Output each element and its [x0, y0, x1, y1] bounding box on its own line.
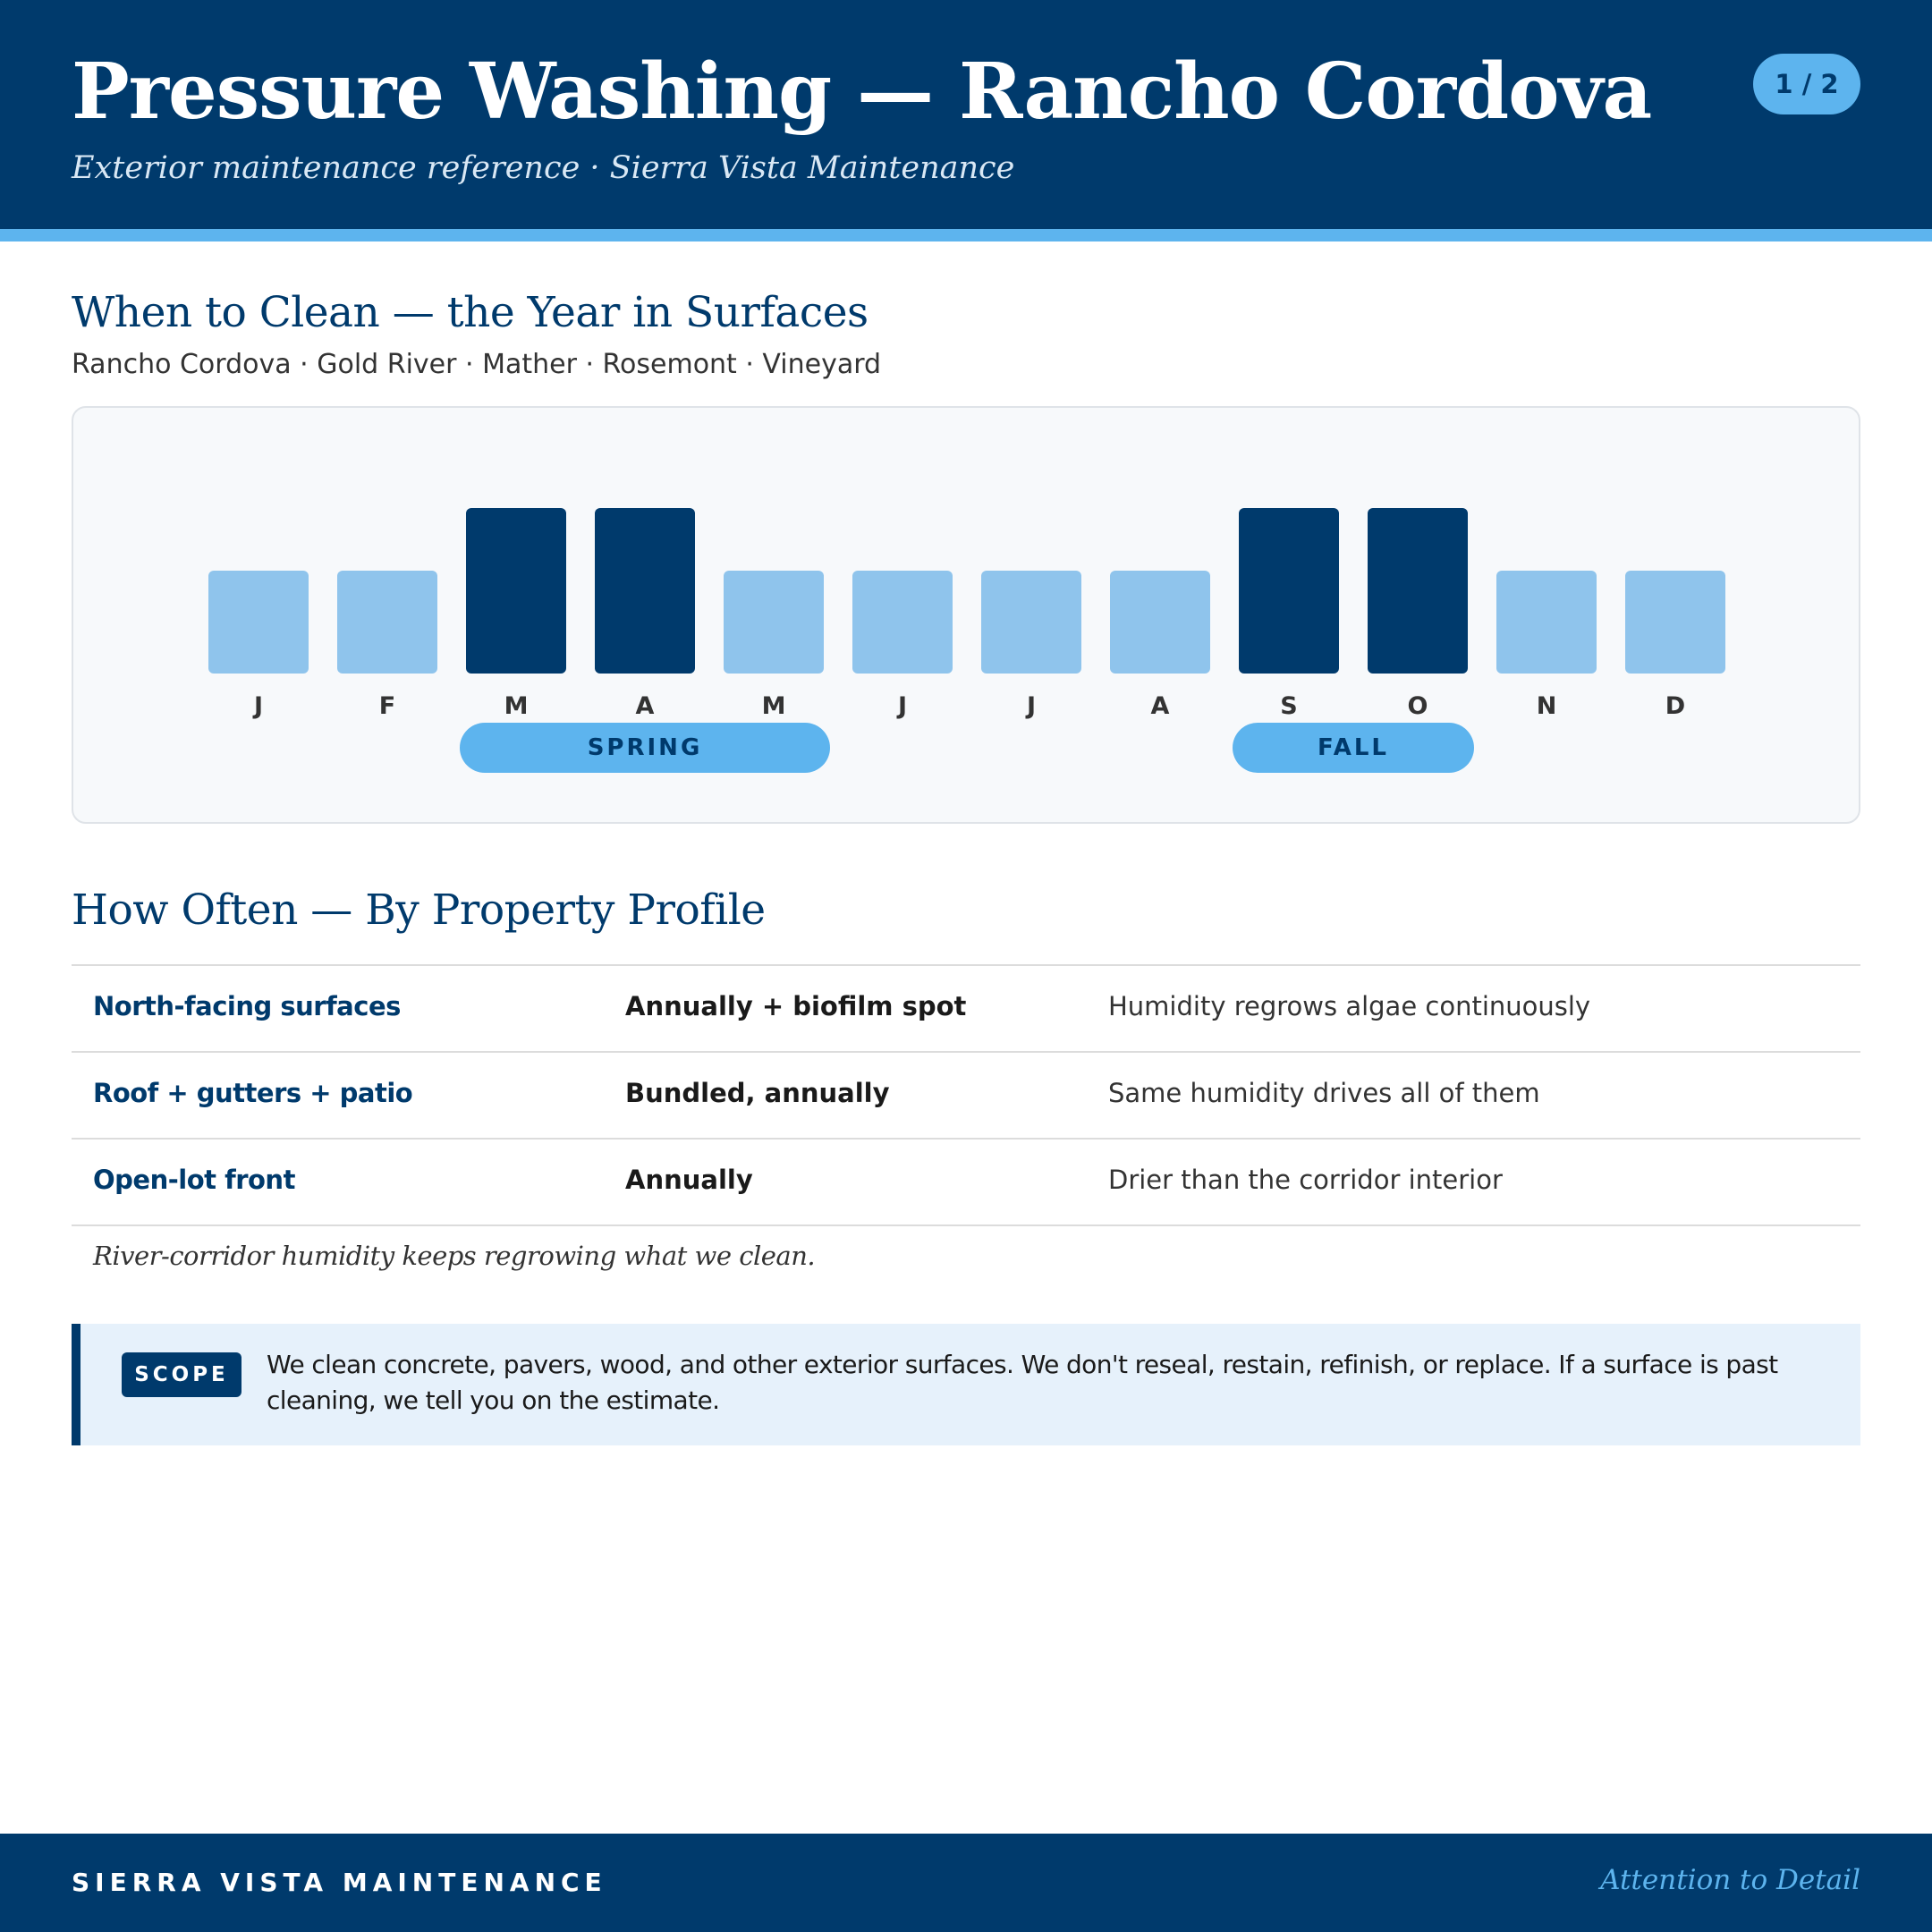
chart-bar	[1239, 508, 1339, 674]
season-label-spring: SPRING	[460, 723, 830, 773]
frequency-table: North-facing surfaces Annually + biofilm…	[72, 964, 1860, 1226]
footer-brand: SIERRA VISTA MAINTENANCE	[72, 1868, 607, 1897]
chart-bar	[466, 508, 566, 674]
frequency-cell: Bundled, annually	[625, 1078, 890, 1108]
frequency-cell: Annually + biofilm spot	[625, 991, 967, 1021]
month-label: J	[1026, 692, 1037, 720]
chart-bar	[724, 571, 824, 674]
table-row: North-facing surfaces Annually + biofilm…	[72, 966, 1860, 1053]
frequency-section-heading: How Often — By Property Profile	[72, 886, 766, 935]
month-label: J	[253, 692, 264, 720]
season-label-fall: FALL	[1233, 723, 1474, 773]
profile-cell: North-facing surfaces	[93, 991, 401, 1021]
month-label: N	[1536, 692, 1557, 720]
humidity-note: River-corridor humidity keeps regrowing …	[93, 1241, 816, 1271]
reason-cell: Same humidity drives all of them	[1108, 1078, 1540, 1108]
scope-tag: SCOPE	[122, 1352, 242, 1397]
page-title: Pressure Washing — Rancho Cordova	[72, 47, 1652, 137]
chart-bar	[852, 571, 953, 674]
month-label: F	[378, 692, 396, 720]
scope-text: We clean concrete, pavers, wood, and oth…	[267, 1350, 1778, 1415]
month-label: J	[897, 692, 908, 720]
page-indicator-badge: 1 / 2	[1753, 54, 1860, 114]
page-subtitle: Exterior maintenance reference · Sierra …	[72, 150, 1015, 186]
chart-bar	[981, 571, 1081, 674]
month-label: D	[1665, 692, 1686, 720]
chart-bar	[1625, 571, 1725, 674]
service-area-list: Rancho Cordova · Gold River · Mather · R…	[72, 349, 882, 380]
month-label: O	[1407, 692, 1428, 720]
month-label: M	[504, 692, 529, 720]
chart-bar	[208, 571, 309, 674]
reason-cell: Drier than the corridor interior	[1108, 1165, 1503, 1195]
profile-cell: Open-lot front	[93, 1165, 295, 1195]
seasonal-bar-chart: J F M A M J J A S O N D SPRING FALL	[72, 406, 1860, 824]
month-label: S	[1280, 692, 1298, 720]
month-label: A	[635, 692, 655, 720]
month-label: A	[1150, 692, 1170, 720]
frequency-cell: Annually	[625, 1165, 753, 1195]
table-row: Roof + gutters + patio Bundled, annually…	[72, 1053, 1860, 1140]
chart-bar	[337, 571, 437, 674]
chart-bar	[595, 508, 695, 674]
chart-bar	[1496, 571, 1597, 674]
reason-cell: Humidity regrows algae continuously	[1108, 991, 1591, 1021]
page-header: Pressure Washing — Rancho Cordova Exteri…	[0, 0, 1932, 229]
profile-cell: Roof + gutters + patio	[93, 1078, 413, 1108]
chart-bar	[1368, 508, 1468, 674]
month-label: M	[761, 692, 786, 720]
table-row: Open-lot front Annually Drier than the c…	[72, 1140, 1860, 1226]
scope-callout: SCOPE We clean concrete, pavers, wood, a…	[72, 1324, 1860, 1445]
when-section-heading: When to Clean — the Year in Surfaces	[72, 288, 869, 337]
header-accent-stripe	[0, 229, 1932, 242]
page-footer: SIERRA VISTA MAINTENANCE Attention to De…	[0, 1834, 1932, 1932]
footer-tagline: Attention to Detail	[1600, 1864, 1860, 1896]
chart-bar	[1110, 571, 1210, 674]
